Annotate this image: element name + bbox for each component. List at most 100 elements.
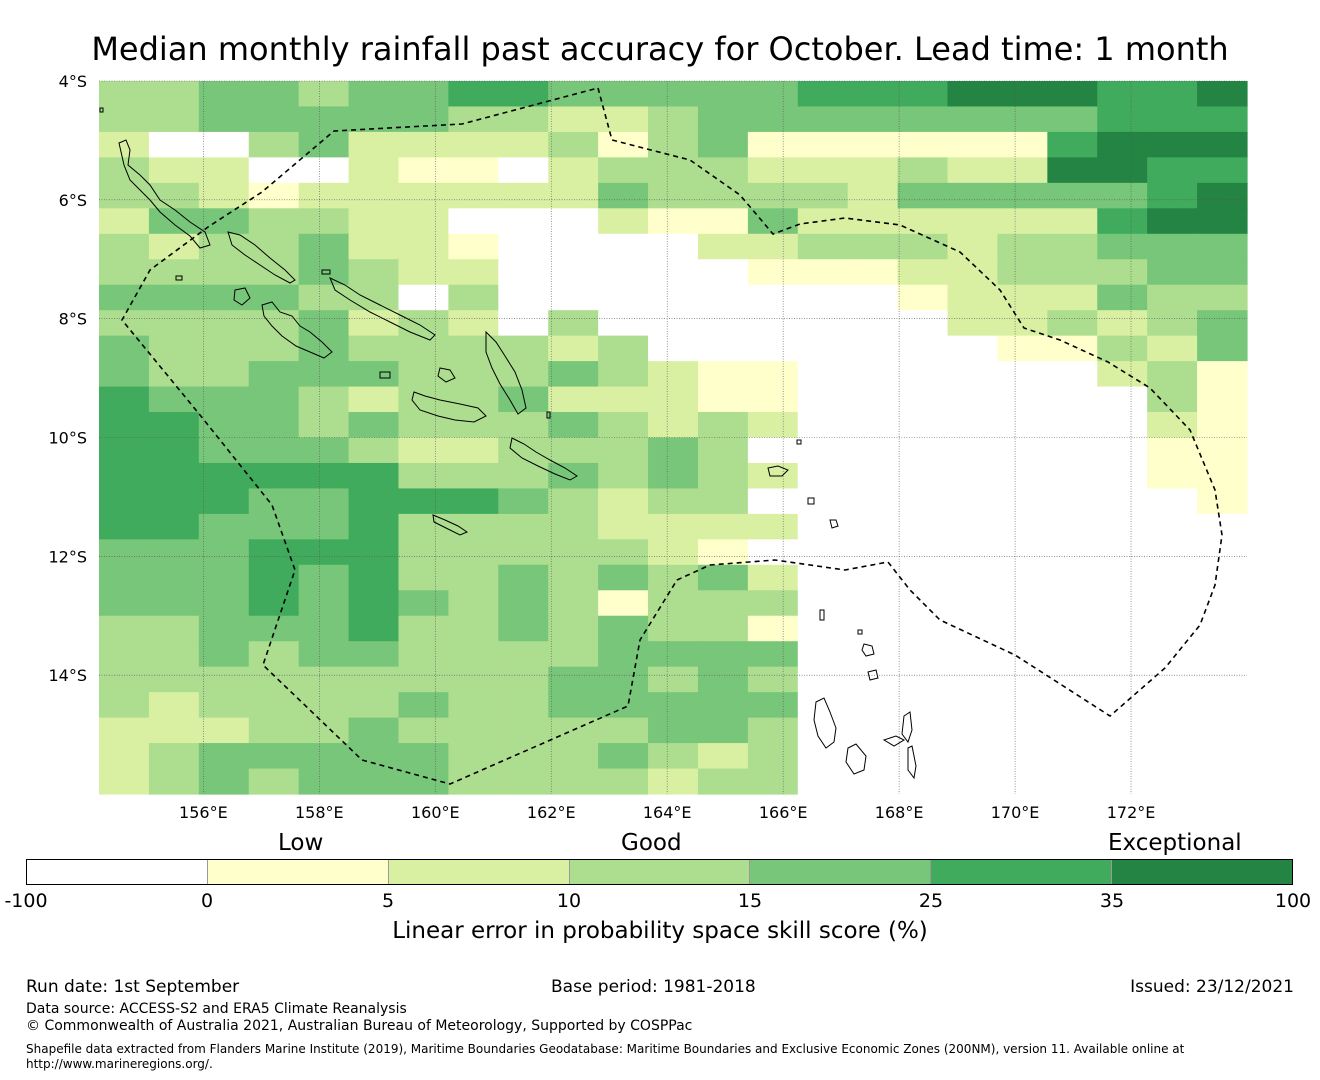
- grid-cell: [1097, 539, 1148, 566]
- grid-cell: [1047, 284, 1098, 311]
- grid-cell: [348, 259, 400, 286]
- grid-cell: [1097, 335, 1148, 362]
- grid-cell: [348, 590, 400, 617]
- grid-cell: [498, 666, 549, 693]
- coastline-new-georgia: [261, 301, 333, 359]
- grid-cell: [198, 208, 250, 235]
- grid-cell: [847, 81, 899, 108]
- grid-cell: [1047, 666, 1098, 693]
- grid-cell: [897, 768, 949, 795]
- coastline-vanua-lava: [861, 643, 875, 657]
- grid-cell: [398, 717, 449, 744]
- grid-cell: [248, 768, 300, 795]
- grid-cell: [148, 386, 200, 413]
- grid-cell: [797, 182, 849, 209]
- grid-cell: [1197, 437, 1248, 464]
- grid-cell: [947, 462, 999, 490]
- colorbar-tick-label: 25: [918, 890, 944, 912]
- grid-cell: [947, 335, 999, 362]
- grid-cell: [99, 437, 150, 464]
- grid-cell: [947, 692, 999, 719]
- grid-cell: [1097, 437, 1148, 464]
- grid-cell: [797, 590, 849, 617]
- grid-cell: [148, 131, 200, 158]
- grid-cell: [1147, 768, 1198, 795]
- grid-cell: [997, 310, 1048, 337]
- grid-cell: [248, 208, 300, 235]
- grid-cell: [99, 284, 150, 311]
- grid-cell: [697, 513, 749, 540]
- grid-cell: [448, 437, 499, 464]
- grid-cell: [198, 259, 250, 286]
- grid-cell: [897, 310, 949, 337]
- coastline-small-islands: [99, 107, 863, 635]
- grid-cell: [797, 310, 849, 337]
- grid-cell: [1097, 717, 1148, 744]
- grid-cell: [348, 182, 400, 209]
- grid-cell: [498, 386, 549, 413]
- grid-cell: [448, 590, 499, 617]
- grid-cell: [847, 692, 899, 719]
- grid-cell: [148, 513, 200, 540]
- grid-cell: [148, 259, 200, 286]
- grid-cell: [747, 768, 799, 795]
- grid-cell: [448, 81, 499, 108]
- grid-cell: [1047, 641, 1098, 668]
- grid-cell: [1147, 641, 1198, 668]
- grid-cell: [298, 259, 350, 286]
- grid-cell: [548, 462, 599, 490]
- grid-cell: [1147, 488, 1198, 515]
- grid-cell: [548, 386, 599, 413]
- grid-cell: [298, 513, 350, 540]
- grid-cell: [99, 462, 150, 490]
- grid-cell: [1147, 157, 1198, 184]
- coastline-santa-isabel: [329, 277, 436, 341]
- grid-cell: [148, 412, 200, 439]
- grid-cell: [248, 412, 300, 439]
- grid-cell: [648, 615, 699, 642]
- grid-cell: [548, 641, 599, 668]
- grid-cell: [298, 539, 350, 566]
- coastline-malekula: [845, 743, 867, 775]
- grid-cell: [548, 412, 599, 439]
- grid-cell: [1047, 768, 1098, 795]
- grid-cell: [298, 386, 350, 413]
- grid-cell: [99, 412, 150, 439]
- grid-cell: [598, 768, 649, 795]
- grid-cell: [997, 233, 1048, 260]
- grid-cell: [697, 182, 749, 209]
- grid-cell: [897, 641, 949, 668]
- grid-cell: [847, 208, 899, 235]
- grid-cell: [548, 233, 599, 260]
- grid-cell: [248, 539, 300, 566]
- grid-cell: [1197, 513, 1248, 540]
- grid-cell: [248, 335, 300, 362]
- grid-cell: [248, 157, 300, 184]
- grid-cell: [997, 462, 1048, 490]
- grid-cell: [1147, 386, 1198, 413]
- grid-cell: [448, 310, 499, 337]
- grid-cell: [498, 590, 549, 617]
- grid-cell: [348, 488, 400, 515]
- grid-cell: [947, 81, 999, 108]
- grid-cell: [1047, 590, 1098, 617]
- grid-cell: [847, 361, 899, 388]
- grid-cell: [398, 182, 449, 209]
- latitude-label: 12°S: [48, 547, 87, 566]
- grid-cell: [1197, 743, 1248, 770]
- grid-cell: [797, 513, 849, 540]
- grid-cell: [148, 284, 200, 311]
- grid-cell: [348, 564, 400, 591]
- grid-cell: [1047, 412, 1098, 439]
- data-source: Data source: ACCESS-S2 and ERA5 Climate …: [26, 1001, 407, 1017]
- grid-cell: [198, 412, 250, 439]
- grid-cell: [198, 641, 250, 668]
- grid-cell: [648, 539, 699, 566]
- grid-cell: [148, 208, 200, 235]
- grid-cell: [797, 437, 849, 464]
- grid-cell: [448, 182, 499, 209]
- grid-cell: [348, 743, 400, 770]
- grid-cell: [1047, 233, 1098, 260]
- grid-cell: [398, 692, 449, 719]
- grid-cell: [198, 361, 250, 388]
